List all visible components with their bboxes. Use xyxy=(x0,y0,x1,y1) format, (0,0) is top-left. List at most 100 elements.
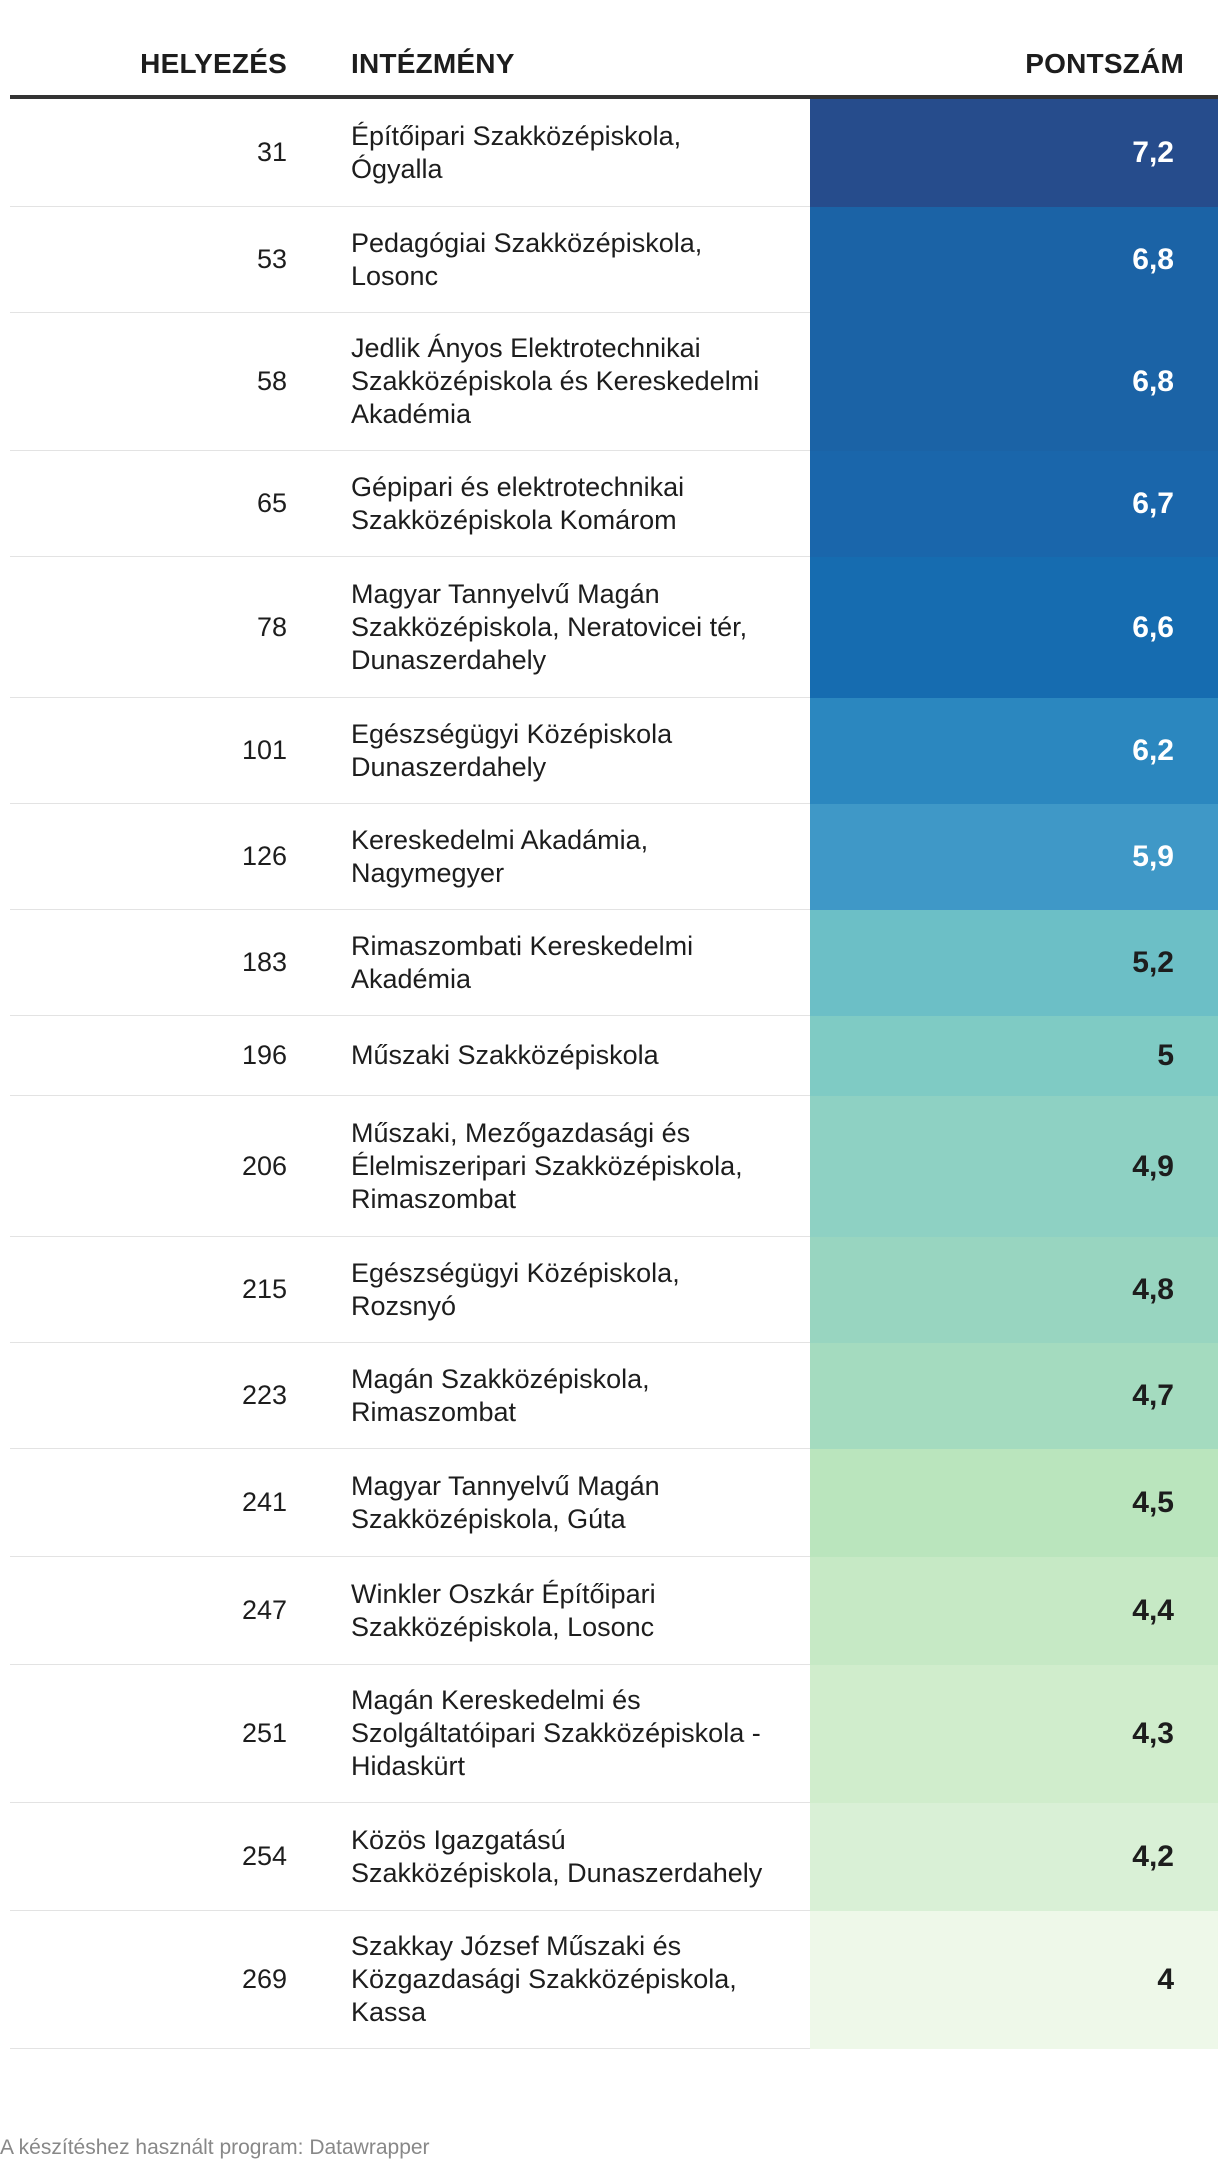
score-cell: 6,8 xyxy=(810,313,1218,451)
institution-line: Műszaki, Mezőgazdasági és xyxy=(351,1117,691,1148)
rank-cell: 223 xyxy=(241,1380,287,1410)
institution-cell: Magyar Tannyelvű Magán Szakközépiskola, G… xyxy=(351,1449,791,1556)
rank-cell: 215 xyxy=(241,1274,287,1304)
score-cell: 6,6 xyxy=(810,557,1218,698)
footer-credit: A készítéshez használt program: Datawrap… xyxy=(0,2136,430,2159)
institution-line: Akadémia xyxy=(351,963,472,994)
institution-line: Szakközépiskola, Losonc xyxy=(351,1611,655,1642)
rank-cell: 126 xyxy=(241,841,287,871)
institution-cell: Jedlik Ányos Elektrotechnikai Szakközépis… xyxy=(351,313,791,450)
institution-line: Egészségügyi Középiskola xyxy=(351,718,673,749)
score-cell: 4,2 xyxy=(810,1803,1218,1911)
institution-line: Dunaszerdahely xyxy=(351,644,547,675)
ranking-table: HELYEZÉS INTÉZMÉNY PONTSZÁM 31 Építőipari… xyxy=(10,0,1218,2049)
table-row: 247 Winkler Oszkár Építőipari Szakközépisk… xyxy=(10,1557,1218,1665)
rank-cell: 53 xyxy=(256,244,287,274)
institution-cell: Gépipari és elektrotechnikai Szakközépisk… xyxy=(351,451,791,556)
score-cell: 4,9 xyxy=(810,1096,1218,1237)
institution-line: Rozsnyó xyxy=(351,1290,457,1321)
rank-cell: 254 xyxy=(241,1841,287,1871)
institution-line: Szolgáltatóipari Szakközépiskola - xyxy=(351,1718,761,1748)
score-cell: 7,2 xyxy=(810,99,1218,207)
institution-line: Közös Igazgatású xyxy=(351,1824,566,1855)
institution-line: Műszaki Szakközépiskola xyxy=(351,1040,659,1070)
institution-cell: Egészségügyi Középiskola, Rozsnyó xyxy=(351,1237,791,1342)
header-rank[interactable]: HELYEZÉS xyxy=(140,48,287,79)
institution-line: Magán Szakközépiskola, xyxy=(351,1363,650,1394)
institution-line: Kereskedelmi Akadámia, xyxy=(351,824,649,855)
table-row: 269 Szakkay József Műszaki és Közgazdasági… xyxy=(10,1911,1218,2049)
institution-cell: Magán Kereskedelmi és Szolgáltatóipari Sz… xyxy=(351,1665,791,1802)
institution-line: Ógyalla xyxy=(351,153,443,184)
institution-line: Rimaszombati Kereskedelmi xyxy=(351,930,694,961)
institution-line: Építőipari Szakközépiskola, xyxy=(351,120,682,151)
institution-line: Kassa xyxy=(351,1997,427,2027)
rank-cell: 241 xyxy=(241,1487,287,1517)
institution-line: Magán Kereskedelmi és xyxy=(351,1685,641,1715)
institution-line: Rimaszombat xyxy=(351,1183,517,1214)
score-cell: 5,2 xyxy=(810,910,1218,1016)
institution-cell: Műszaki, Mezőgazdasági és Élelmiszeripari… xyxy=(351,1096,791,1236)
institution-line: Magyar Tannyelvű Magán xyxy=(351,578,660,609)
institution-line: Nagymegyer xyxy=(351,857,505,888)
score-cell: 6,8 xyxy=(810,207,1218,313)
institution-cell: Szakkay József Műszaki és Közgazdasági Sz… xyxy=(351,1911,791,2048)
institution-line: Szakközépiskola és Kereskedelmi xyxy=(351,366,760,396)
score-cell: 6,2 xyxy=(810,698,1218,804)
rank-cell: 78 xyxy=(256,611,287,642)
institution-line: Hidaskürt xyxy=(351,1751,466,1781)
table-row: 65 Gépipari és elektrotechnikai Szakközépi… xyxy=(10,451,1218,557)
table-row: 241 Magyar Tannyelvű Magán Szakközépiskola… xyxy=(10,1449,1218,1557)
rank-cell: 183 xyxy=(241,947,287,977)
table-row: 31 Építőipari Szakközépiskola, Ógyalla 7,2 xyxy=(10,99,1218,207)
rank-cell: 247 xyxy=(241,1595,287,1625)
table-row: 126 Kereskedelmi Akadámia, Nagymegyer 5,9 xyxy=(10,804,1218,910)
score-cell: 5,9 xyxy=(810,804,1218,910)
rank-cell: 251 xyxy=(241,1718,287,1748)
table-row: 196 Műszaki Szakközépiskola 5 xyxy=(10,1016,1218,1096)
rank-cell: 269 xyxy=(241,1964,287,1994)
table-header: HELYEZÉS INTÉZMÉNY PONTSZÁM xyxy=(10,0,1218,99)
institution-line: Szakközépiskola Komárom xyxy=(351,504,677,535)
institution-line: Akadémia xyxy=(351,399,472,429)
score-cell: 4 xyxy=(810,1911,1218,2049)
table-row: 58 Jedlik Ányos Elektrotechnikai Szakközép… xyxy=(10,313,1218,451)
institution-cell: Winkler Oszkár Építőipari Szakközépiskola… xyxy=(351,1557,791,1664)
institution-cell: Építőipari Szakközépiskola, Ógyalla xyxy=(351,99,791,206)
table-row: 206 Műszaki, Mezőgazdasági és Élelmiszerip… xyxy=(10,1096,1218,1237)
table-row: 101 Egészségügyi Középiskola Dunaszerdahel… xyxy=(10,698,1218,804)
table-row: 183 Rimaszombati Kereskedelmi Akadémia 5,2 xyxy=(10,910,1218,1016)
rank-cell: 101 xyxy=(241,735,287,765)
score-cell: 6,7 xyxy=(810,451,1218,557)
table-row: 215 Egészségügyi Középiskola, Rozsnyó 4,8 xyxy=(10,1237,1218,1343)
institution-line: Magyar Tannyelvű Magán xyxy=(351,1470,660,1501)
institution-cell: Magán Szakközépiskola, Rimaszombat xyxy=(351,1343,791,1448)
table-row: 254 Közös Igazgatású Szakközépiskola, Duna… xyxy=(10,1803,1218,1911)
institution-line: Szakkay József Műszaki és xyxy=(351,1931,682,1961)
institution-line: Egészségügyi Középiskola, xyxy=(351,1257,680,1288)
rank-cell: 65 xyxy=(256,488,287,518)
table-row: 223 Magán Szakközépiskola, Rimaszombat 4,7 xyxy=(10,1343,1218,1449)
institution-line: Szakközépiskola, Neratovicei tér, xyxy=(351,611,748,642)
rank-cell: 196 xyxy=(241,1040,287,1070)
header-score[interactable]: PONTSZÁM xyxy=(1025,48,1184,79)
rank-cell: 206 xyxy=(241,1150,287,1181)
institution-line: Jedlik Ányos Elektrotechnikai xyxy=(351,333,701,363)
institution-line: Szakközépiskola, Dunaszerdahely xyxy=(351,1857,763,1888)
institution-line: Pedagógiai Szakközépiskola, xyxy=(351,227,703,258)
institution-cell: Közös Igazgatású Szakközépiskola, Dunasze… xyxy=(351,1803,791,1910)
institution-line: Közgazdasági Szakközépiskola, xyxy=(351,1964,737,1994)
table-body: 31 Építőipari Szakközépiskola, Ógyalla 7,2 5… xyxy=(10,99,1218,2049)
institution-line: Szakközépiskola, Gúta xyxy=(351,1503,626,1534)
score-cell: 4,5 xyxy=(810,1449,1218,1557)
table-row: 251 Magán Kereskedelmi és Szolgáltatóipari… xyxy=(10,1665,1218,1803)
institution-line: Winkler Oszkár Építőipari xyxy=(351,1578,656,1609)
table-row: 53 Pedagógiai Szakközépiskola, Losonc 6,8 xyxy=(10,207,1218,313)
rank-cell: 31 xyxy=(256,137,287,167)
rank-cell: 58 xyxy=(256,366,287,396)
institution-cell: Magyar Tannyelvű Magán Szakközépiskola, N… xyxy=(351,557,791,697)
institution-line: Rimaszombat xyxy=(351,1396,517,1427)
header-institution[interactable]: INTÉZMÉNY xyxy=(351,48,515,79)
institution-line: Dunaszerdahely xyxy=(351,751,547,782)
institution-line: Gépipari és elektrotechnikai xyxy=(351,471,685,502)
